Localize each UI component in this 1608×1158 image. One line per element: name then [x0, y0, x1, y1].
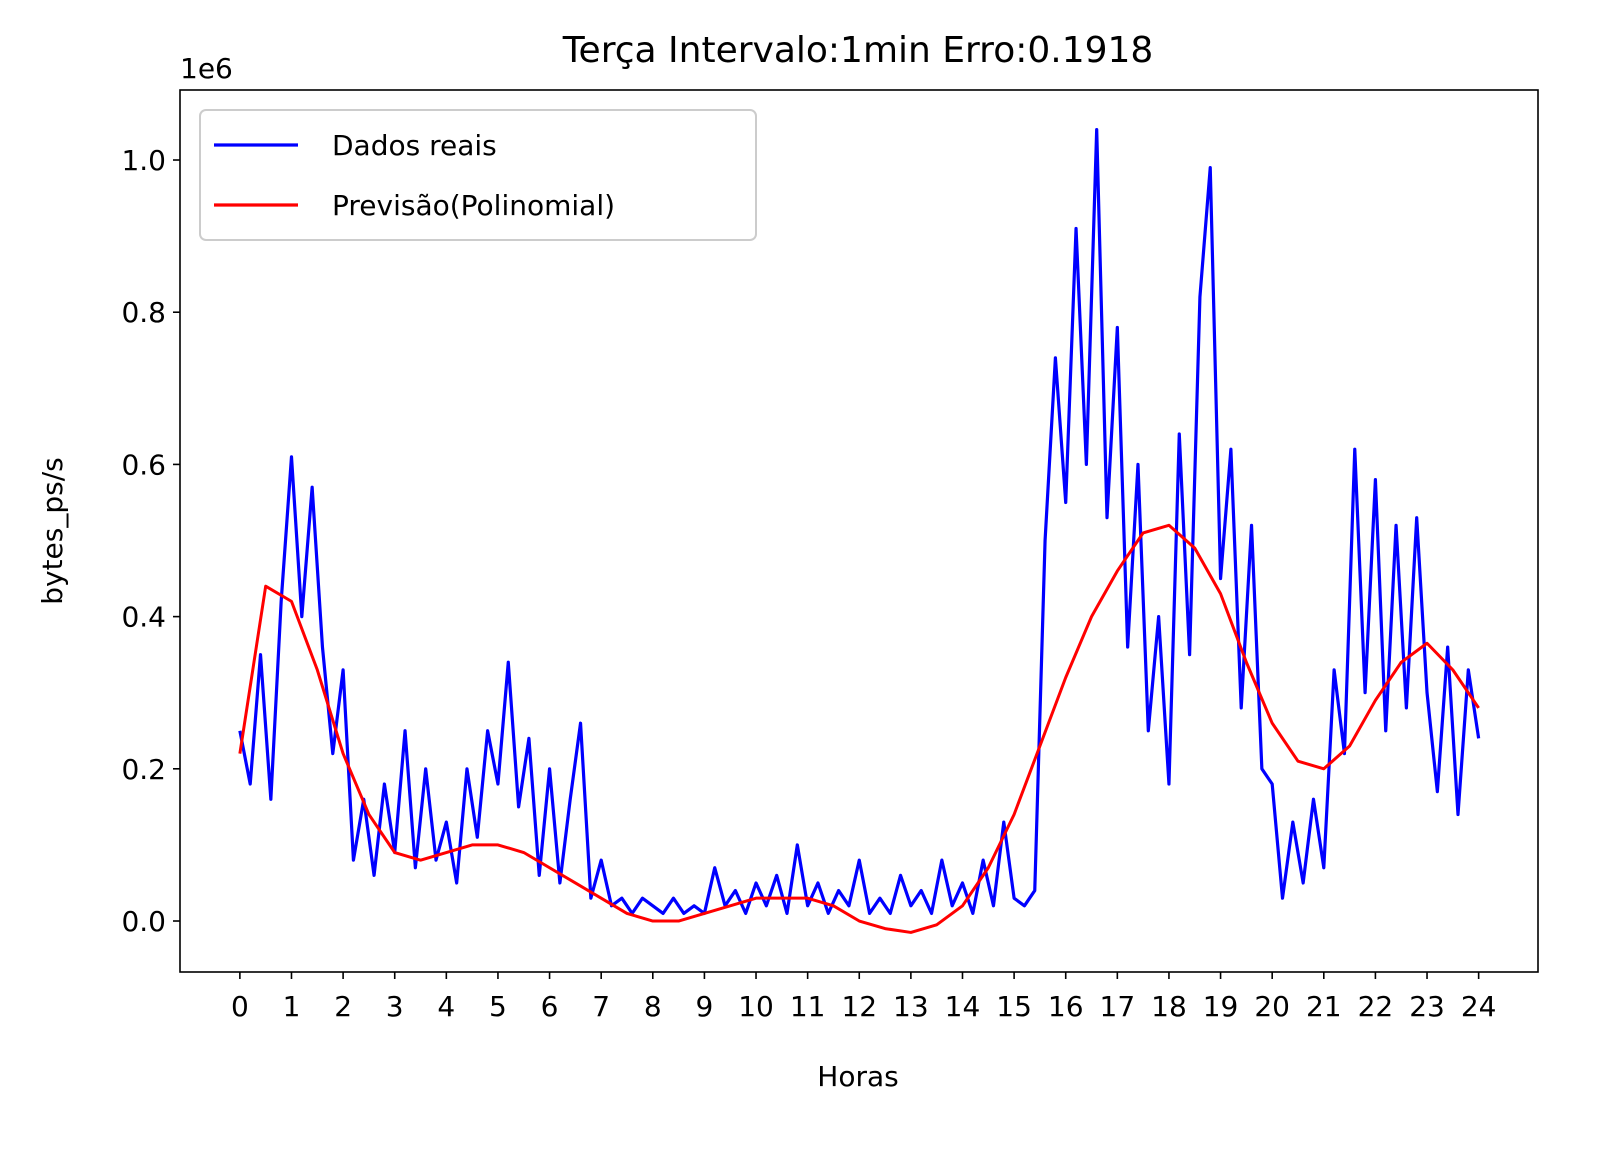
- legend-label: Dados reais: [332, 129, 497, 162]
- y-tick-label: 1.0: [121, 144, 166, 177]
- x-tick-label: 23: [1409, 990, 1445, 1023]
- x-tick-label: 0: [231, 990, 249, 1023]
- x-tick-label: 9: [695, 990, 713, 1023]
- plot-frame: [179, 89, 1539, 973]
- legend-label: Previsão(Polinomial): [332, 189, 615, 222]
- legend-box: [199, 109, 757, 241]
- x-tick-label: 14: [945, 990, 981, 1023]
- x-tick-label: 12: [841, 990, 877, 1023]
- x-tick-label: 2: [334, 990, 352, 1023]
- x-tick-label: 15: [996, 990, 1032, 1023]
- x-tick-label: 11: [790, 990, 826, 1023]
- x-tick-label: 1: [283, 990, 301, 1023]
- x-tick-label: 7: [592, 990, 610, 1023]
- x-tick-label: 21: [1306, 990, 1342, 1023]
- x-tick-label: 8: [644, 990, 662, 1023]
- x-tick-label: 3: [386, 990, 404, 1023]
- x-tick-label: 4: [437, 990, 455, 1023]
- x-tick-label: 10: [738, 990, 774, 1023]
- x-tick-label: 20: [1254, 990, 1290, 1023]
- y-tick-label: 0.8: [121, 296, 166, 329]
- x-tick-label: 22: [1358, 990, 1394, 1023]
- y-tick-label: 0.6: [121, 448, 166, 481]
- x-tick-label: 17: [1100, 990, 1136, 1023]
- x-tick-label: 18: [1151, 990, 1187, 1023]
- x-tick-label: 19: [1203, 990, 1239, 1023]
- x-tick-label: 6: [541, 990, 559, 1023]
- x-tick-label: 24: [1461, 990, 1497, 1023]
- data-line: [238, 523, 1480, 934]
- x-axis-label: Horas: [817, 1060, 898, 1093]
- y-tick-label: 0.0: [121, 905, 166, 938]
- y-tick-label: 0.2: [121, 753, 166, 786]
- chart-title: Terça Intervalo:1min Erro:0.1918: [562, 30, 1154, 71]
- x-tick-label: 16: [1048, 990, 1084, 1023]
- x-tick-label: 5: [489, 990, 507, 1023]
- x-tick-label: 13: [893, 990, 929, 1023]
- y-offset-label: 1e6: [180, 52, 233, 85]
- data-line: [238, 127, 1481, 915]
- y-tick-label: 0.4: [121, 601, 166, 634]
- y-axis-label: bytes_ps/s: [36, 457, 69, 605]
